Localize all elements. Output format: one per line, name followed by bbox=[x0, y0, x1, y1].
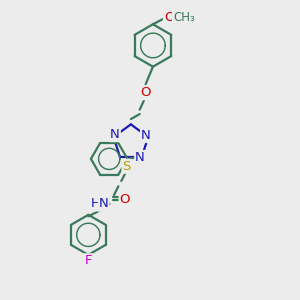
Text: N: N bbox=[135, 151, 145, 164]
Text: O: O bbox=[120, 193, 130, 206]
Text: H: H bbox=[91, 197, 100, 210]
Text: N: N bbox=[99, 197, 109, 210]
Text: N: N bbox=[141, 129, 151, 142]
Text: O: O bbox=[164, 11, 174, 24]
Text: F: F bbox=[85, 254, 92, 267]
Text: S: S bbox=[122, 160, 131, 173]
Text: O: O bbox=[140, 86, 151, 99]
Text: CH₃: CH₃ bbox=[173, 11, 195, 24]
Text: N: N bbox=[110, 128, 120, 141]
